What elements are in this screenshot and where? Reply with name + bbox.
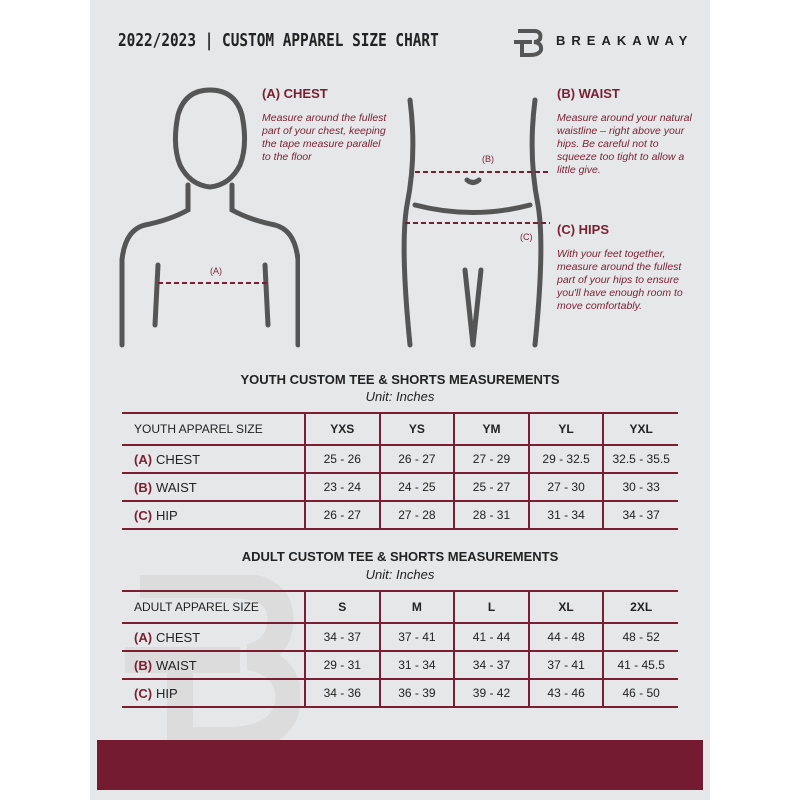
cell: 34 - 36 [304, 678, 380, 708]
cell: 41 - 45.5 [602, 650, 678, 680]
cell: 34 - 37 [602, 500, 678, 530]
cell: 43 - 46 [527, 678, 604, 708]
adult-unit: Unit: Inches [365, 567, 435, 582]
brand-name: BREAKAWAY [556, 33, 694, 48]
row-marker: (B) [134, 657, 153, 673]
page-title: 2022/2023 | CUSTOM APPAREL SIZE CHART [118, 30, 439, 51]
cell: 31 - 34 [378, 650, 455, 680]
cell: 46 - 50 [602, 678, 678, 708]
row-label: CHEST [156, 451, 201, 467]
cell: 44 - 48 [527, 622, 604, 652]
row-marker: (C) [134, 507, 153, 523]
cell: 36 - 39 [378, 678, 455, 708]
table-row-hip: (C) HIP 26 - 27 27 - 28 28 - 31 31 - 34 34 - … [122, 500, 678, 530]
youth-table-title: YOUTH CUSTOM TEE & SHORTS MEASUREMENTS [240, 372, 560, 387]
size-header: YM [453, 412, 529, 446]
cell: 30 - 33 [602, 472, 678, 502]
cell: 34 - 37 [304, 622, 380, 652]
table-row-waist: (B) WAIST 23 - 24 24 - 25 25 - 27 27 - 30 30 … [122, 472, 678, 502]
table-row-hip: (C) HIP 34 - 36 36 - 39 39 - 42 43 - 46 46 - … [122, 678, 678, 708]
cell: 24 - 25 [378, 472, 455, 502]
size-header: M [378, 590, 455, 624]
size-header: YS [378, 412, 455, 446]
cell: 25 - 27 [453, 472, 529, 502]
row-label: CHEST [156, 629, 201, 645]
chest-instructions: Measure around the fullest part of your … [262, 112, 387, 163]
cell: 34 - 37 [453, 650, 529, 680]
table-row-waist: (B) WAIST 29 - 31 31 - 34 34 - 37 37 - 41 41 … [122, 650, 678, 680]
waist-marker: (B) [482, 154, 494, 164]
cell: 48 - 52 [602, 622, 678, 652]
cell: 26 - 27 [304, 500, 380, 530]
row-label: HIP [156, 507, 178, 523]
cell: 32.5 - 35.5 [602, 444, 678, 474]
footer-band [97, 740, 703, 790]
adult-table-title: ADULT CUSTOM TEE & SHORTS MEASUREMENTS [241, 549, 559, 564]
row-marker: (C) [134, 685, 153, 701]
size-header: 2XL [602, 590, 678, 624]
table-row-chest: (A) CHEST 34 - 37 37 - 41 41 - 44 44 - 48 48 … [122, 622, 678, 652]
cell: 26 - 27 [378, 444, 455, 474]
size-header: YXL [602, 412, 678, 446]
breakaway-logo-icon [514, 29, 544, 57]
row-marker: (A) [134, 629, 153, 645]
row-marker: (B) [134, 479, 153, 495]
row-marker: (A) [134, 451, 153, 467]
size-header: L [453, 590, 529, 624]
cell: 25 - 26 [304, 444, 380, 474]
hips-heading: (C) HIPS [557, 222, 609, 237]
size-label: YOUTH APPAREL SIZE [122, 412, 305, 446]
size-header: YXS [304, 412, 380, 446]
cell: 29 - 32.5 [527, 444, 604, 474]
hips-instructions: With your feet together, measure around … [557, 248, 683, 312]
cell: 23 - 24 [304, 472, 380, 502]
table-header-row: ADULT APPAREL SIZE S M L XL 2XL [122, 590, 678, 624]
cell: 37 - 41 [527, 650, 604, 680]
row-label: WAIST [156, 657, 197, 673]
cell: 41 - 44 [453, 622, 529, 652]
table-header-row: YOUTH APPAREL SIZE YXS YS YM YL YXL [122, 412, 678, 446]
size-label: ADULT APPAREL SIZE [122, 590, 305, 624]
adult-size-table: ADULT APPAREL SIZE S M L XL 2XL (A) CHEST… [122, 590, 678, 708]
table-row-chest: (A) CHEST 25 - 26 26 - 27 27 - 29 29 - 32.5 3… [122, 444, 678, 474]
waist-heading: (B) WAIST [557, 86, 620, 101]
size-header: XL [527, 590, 604, 624]
cell: 28 - 31 [453, 500, 529, 530]
hip-marker: (C) [520, 232, 533, 242]
cell: 27 - 29 [453, 444, 529, 474]
youth-unit: Unit: Inches [365, 389, 435, 404]
cell: 39 - 42 [453, 678, 529, 708]
row-label: HIP [156, 685, 178, 701]
cell: 27 - 28 [378, 500, 455, 530]
youth-size-table: YOUTH APPAREL SIZE YXS YS YM YL YXL (A) C… [122, 412, 678, 530]
cell: 31 - 34 [527, 500, 604, 530]
cell: 29 - 31 [304, 650, 380, 680]
chest-marker: (A) [210, 266, 222, 276]
waist-instructions: Measure around your natural waistline – … [557, 112, 692, 176]
cell: 27 - 30 [527, 472, 604, 502]
cell: 37 - 41 [378, 622, 455, 652]
upper-body-figure [119, 87, 300, 348]
size-header: S [304, 590, 380, 624]
lower-body-figure [401, 97, 550, 348]
row-label: WAIST [156, 479, 197, 495]
size-header: YL [527, 412, 604, 446]
chest-heading: (A) CHEST [262, 86, 328, 101]
